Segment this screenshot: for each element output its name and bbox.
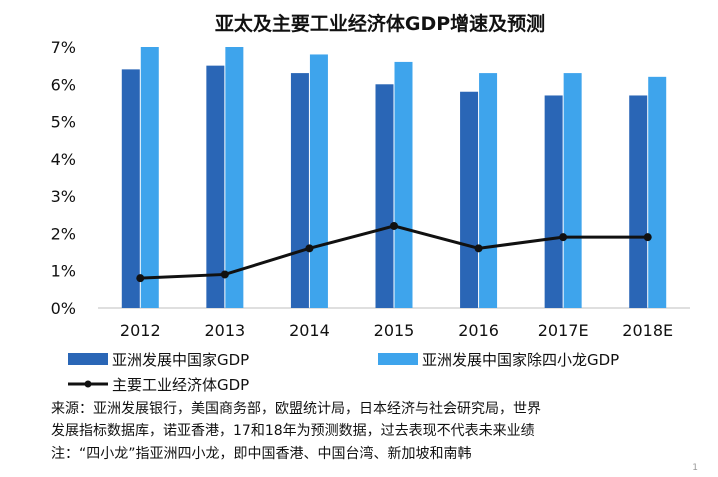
x-tick-label: 2016 [458, 321, 499, 340]
y-tick-label: 3% [51, 187, 76, 206]
x-tick-label: 2018E [622, 321, 673, 340]
bar-developing-asia-ex-dragons [309, 54, 328, 309]
x-tick-label: 2014 [289, 321, 330, 340]
legend-label: 亚洲发展中国家GDP [112, 351, 249, 369]
x-axis: 2012 2013 2014 2015 2016 2017E 2018E [98, 307, 690, 340]
line-point [305, 244, 314, 253]
page-marker: 1 [692, 463, 698, 473]
y-tick-label: 2% [51, 224, 76, 243]
legend-label: 亚洲发展中国家除四小龙GDP [422, 351, 619, 369]
four-dragons-note: 注：“四小龙”指亚洲四小龙，即中国香港、中国台湾、新加坡和南韩 [51, 446, 472, 462]
y-tick-label: 4% [51, 150, 76, 169]
source-note-line-1: 来源：亚洲发展银行，美国商务部，欧盟统计局，日本经济与社会研究局，世界 [51, 401, 541, 417]
legend-label: 主要工业经济体GDP [112, 376, 249, 394]
y-tick-label: 0% [51, 299, 76, 318]
x-tick-label: 2013 [204, 321, 245, 340]
gdp-growth-chart: 亚太及主要工业经济体GDP增速及预测 0% 1% 2% 3% 4% 5% 6% 7% 2012… [51, 12, 690, 394]
x-tick-label: 2017E [538, 321, 589, 340]
bar-developing-asia-ex-dragons [140, 47, 159, 308]
bar-series [121, 47, 667, 309]
bar-developing-asia [375, 84, 394, 309]
line-point [474, 244, 483, 253]
legend-swatch-marker [84, 380, 92, 388]
x-tick-label: 2015 [374, 321, 415, 340]
legend-swatch-ex-dragons [378, 353, 418, 365]
y-tick-label: 7% [51, 38, 76, 57]
source-note-line-2: 发展指标数据库，诺亚香港，17和18年为预测数据，过去表现不代表未来业绩 [51, 423, 535, 439]
bar-developing-asia [121, 69, 140, 308]
bar-developing-asia [544, 95, 563, 308]
y-axis: 0% 1% 2% 3% 4% 5% 6% 7% [51, 38, 76, 318]
y-tick-label: 6% [51, 75, 76, 94]
line-point [136, 274, 145, 283]
y-tick-label: 1% [51, 262, 76, 281]
line-point [559, 233, 568, 242]
bar-developing-asia [206, 65, 225, 309]
bar-developing-asia [629, 95, 648, 308]
x-tick-label: 2012 [120, 321, 161, 340]
bar-developing-asia-ex-dragons [225, 47, 244, 308]
bar-developing-asia-ex-dragons [479, 73, 498, 308]
bar-developing-asia [460, 91, 479, 308]
line-point [643, 233, 652, 242]
chart-title: 亚太及主要工业经济体GDP增速及预测 [215, 12, 545, 35]
y-tick-label: 5% [51, 113, 76, 132]
line-point [390, 221, 398, 230]
line-series [136, 221, 652, 283]
bar-developing-asia [290, 73, 309, 308]
legend: 亚洲发展中国家GDP 亚洲发展中国家除四小龙GDP 主要工业经济体GDP [68, 351, 619, 394]
line-point [220, 270, 229, 279]
legend-swatch-developing-asia [68, 353, 108, 365]
bar-developing-asia-ex-dragons [563, 73, 582, 308]
bar-developing-asia-ex-dragons [648, 76, 667, 308]
bar-developing-asia-ex-dragons [394, 61, 413, 308]
